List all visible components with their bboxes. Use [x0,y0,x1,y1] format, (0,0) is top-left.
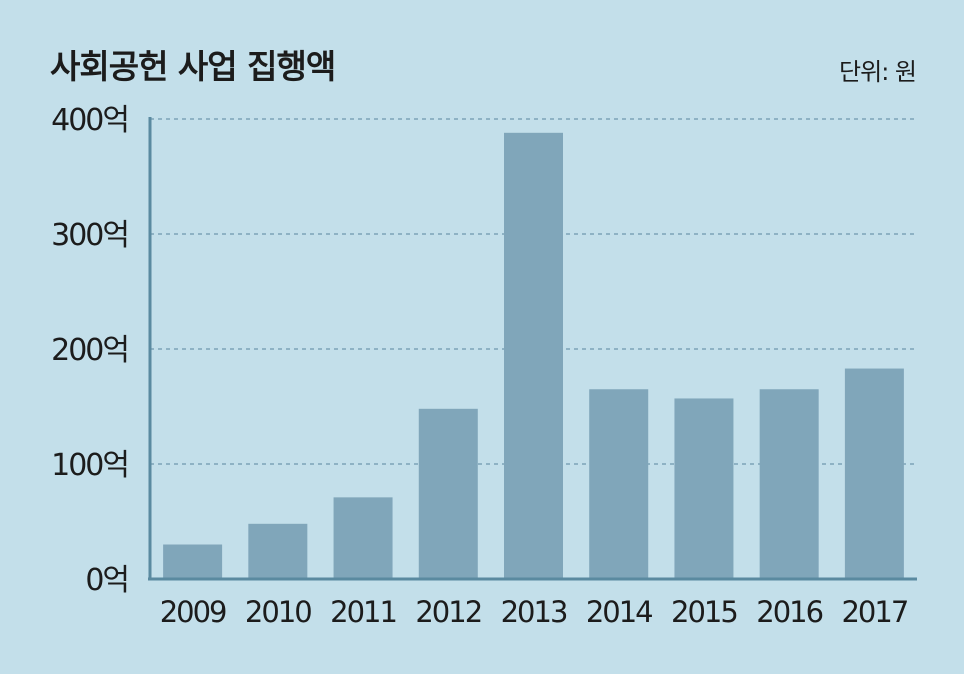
bar [418,408,478,579]
chart-title: 사회공헌 사업 집행액 [50,47,336,86]
bar [844,368,904,579]
unit-label: 단위: 원 [839,58,917,86]
bar [674,398,734,579]
x-tick-label: 2017 [841,595,907,629]
bar [248,523,308,579]
y-tick-label: 0억 [85,563,128,598]
y-tick-label: 300억 [51,218,128,253]
x-tick-label: 2014 [586,595,652,629]
y-tick-label: 400억 [51,103,128,138]
y-tick-label: 200억 [51,333,128,368]
x-tick-label: 2010 [245,595,311,629]
bar [163,544,223,579]
x-tick-label: 2012 [415,595,481,629]
bar [589,389,649,579]
bar [504,132,563,580]
x-tick-label: 2016 [756,595,822,629]
x-tick-label: 2013 [501,595,567,629]
x-tick-label: 2011 [330,595,396,629]
x-tick-label: 2015 [671,595,737,629]
bar [759,389,819,579]
x-tick-label: 2009 [160,595,226,629]
y-tick-label: 100억 [51,448,128,483]
bar [333,497,393,579]
